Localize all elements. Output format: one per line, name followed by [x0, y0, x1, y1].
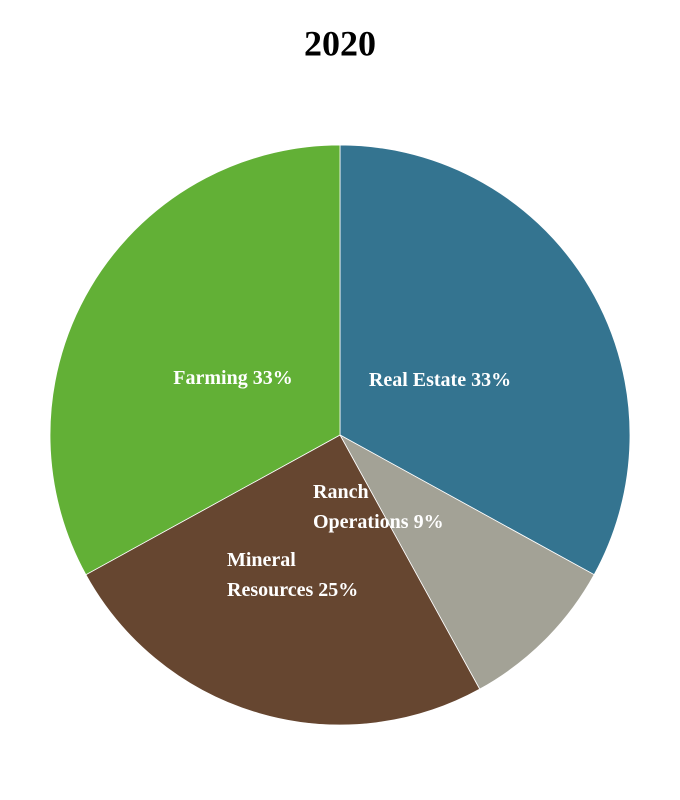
pie-slice — [85, 434, 481, 726]
category-label: Real Estate — [368, 369, 467, 391]
category-label: Farming — [173, 367, 248, 389]
value-label: 33% — [471, 369, 512, 391]
pie-slice — [338, 433, 595, 690]
chart-title: 2020 — [304, 23, 376, 63]
value-label: 25% — [318, 579, 359, 601]
value-label: 33% — [252, 367, 293, 389]
value-label: 9% — [413, 511, 444, 533]
slice-label: Farming 33% — [133, 363, 333, 393]
slice-label: Real Estate 33% — [340, 365, 540, 395]
category-label: Mineral Resources — [227, 549, 314, 601]
pie-slice — [49, 144, 341, 576]
slice-label: Mineral Resources 25% — [227, 545, 377, 605]
pie-slice — [339, 144, 631, 576]
slice-label: Ranch Operations 9% — [313, 477, 463, 537]
category-label: Ranch Operations — [313, 481, 409, 533]
